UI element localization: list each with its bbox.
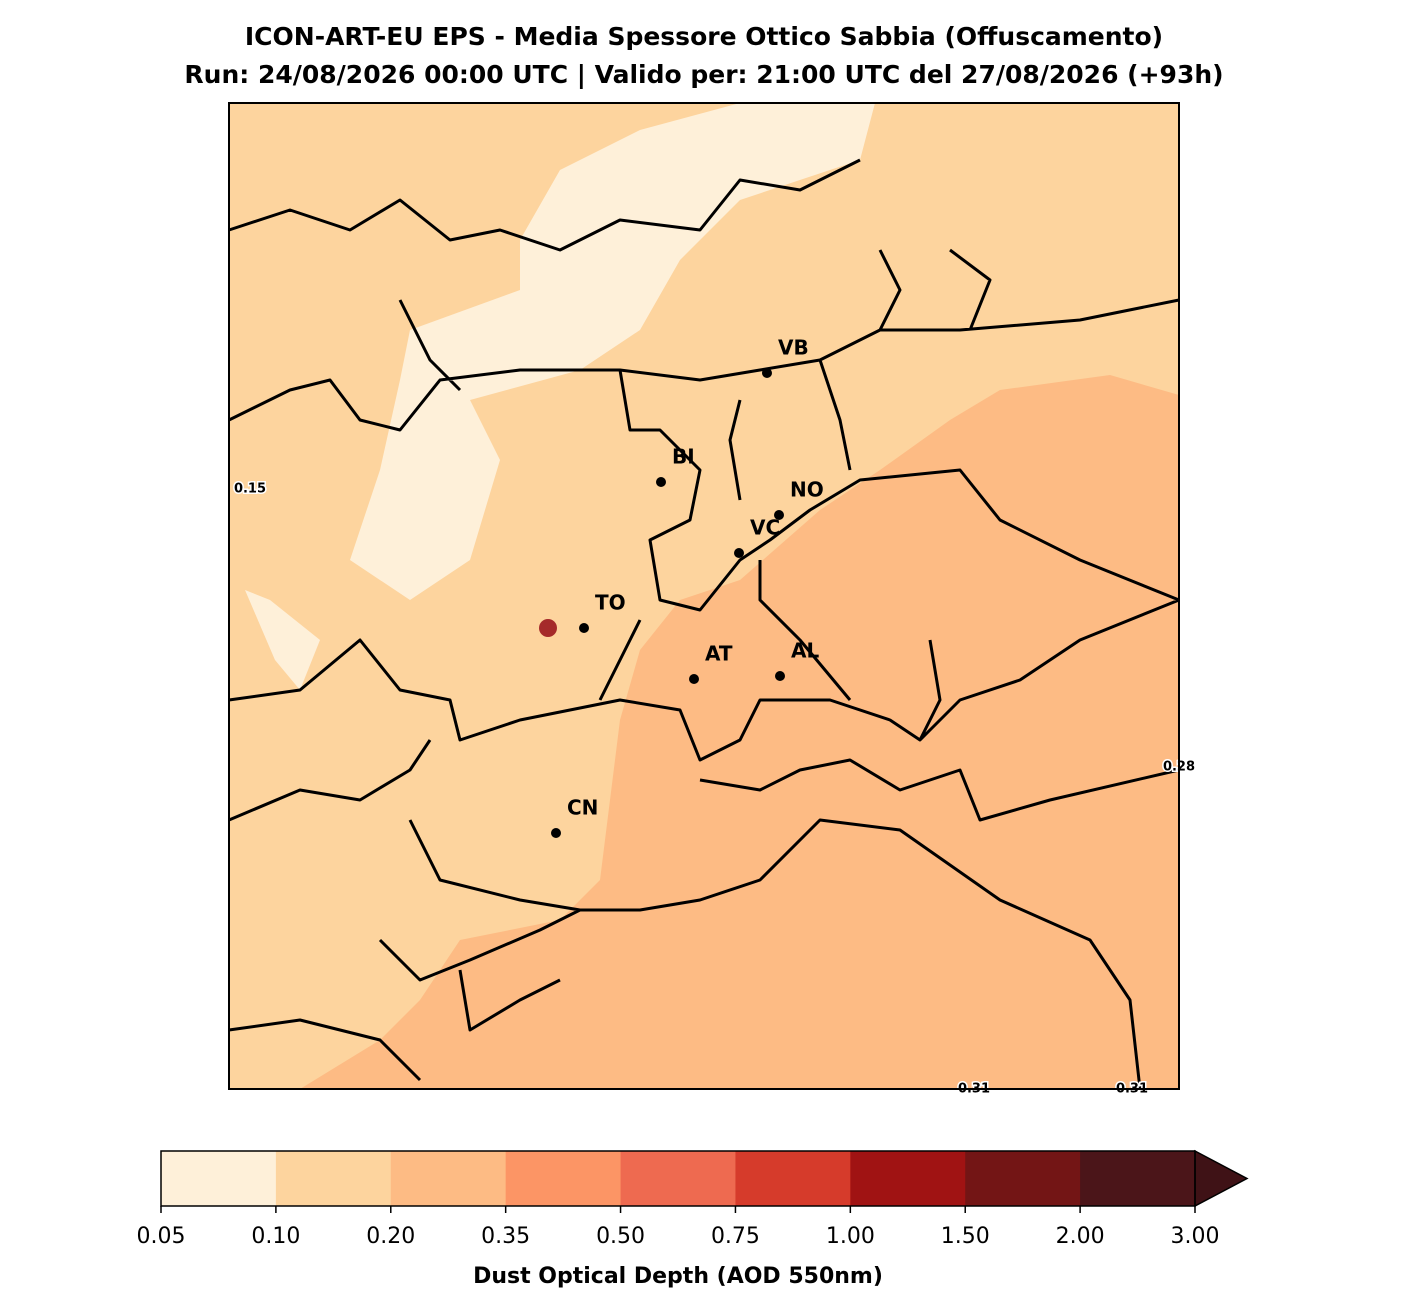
city-marker <box>734 548 744 558</box>
city-label: AL <box>791 639 819 663</box>
colorbar-tick-label: 0.05 <box>137 1224 186 1249</box>
city-label: BI <box>672 445 695 469</box>
colorbar-tick-label: 0.35 <box>481 1224 530 1249</box>
city-marker <box>689 674 699 684</box>
city-label: VB <box>778 336 809 360</box>
city-label: TO <box>595 591 626 615</box>
aod-field <box>350 103 875 600</box>
city-marker <box>656 477 666 487</box>
colorbar-label: Dust Optical Depth (AOD 550nm) <box>473 1264 883 1289</box>
colorbar-tick-label: 1.00 <box>826 1224 875 1249</box>
city-marker <box>762 368 772 378</box>
title-line: Run: 24/08/2026 00:00 UTC | Valido per: … <box>184 60 1223 89</box>
colorbar-tick-label: 0.75 <box>711 1224 760 1249</box>
colorbar-tick-label: 1.50 <box>941 1224 990 1249</box>
city-label: CN <box>567 796 598 820</box>
city-label: VC <box>750 516 780 540</box>
colorbar-segment <box>965 1151 1081 1206</box>
city-marker <box>551 828 561 838</box>
title-line: ICON-ART-EU EPS - Media Spessore Ottico … <box>245 22 1163 51</box>
city-marker <box>775 671 785 681</box>
colorbar-extend <box>1194 1149 1249 1208</box>
aod-field <box>245 590 320 690</box>
colorbar-segment <box>275 1151 392 1206</box>
colorbar-segment <box>1080 1151 1196 1206</box>
colorbar-tick-label: 3.00 <box>1171 1224 1220 1249</box>
colorbar: Dust Optical Depth (AOD 550nm) 0.05 0.10 0… <box>137 1149 1249 1289</box>
colorbar-segment <box>850 1151 966 1206</box>
colorbar-segment <box>505 1151 622 1206</box>
border <box>228 158 1180 1090</box>
colorbar-segment <box>161 1151 277 1206</box>
colorbar-frame <box>160 1150 1196 1207</box>
colorbar-segment <box>735 1151 851 1206</box>
aod-field <box>300 375 1179 1089</box>
city-marker <box>579 623 589 633</box>
colorbar-tick-label: 0.50 <box>596 1224 645 1249</box>
contour-label: 0.15 <box>234 482 266 497</box>
colorbar-tick-label: 2.00 <box>1056 1224 1105 1249</box>
map-frame <box>228 102 1180 1090</box>
colorbar-segment <box>390 1151 507 1206</box>
colorbar-segment <box>620 1151 736 1206</box>
city-label: NO <box>790 478 824 502</box>
colorbar-tick-label: 0.20 <box>366 1224 415 1249</box>
colorbar-tick-label: 0.10 <box>251 1224 300 1249</box>
location-marker <box>539 619 557 637</box>
city-marker <box>774 510 784 520</box>
city-label: AT <box>705 642 733 666</box>
